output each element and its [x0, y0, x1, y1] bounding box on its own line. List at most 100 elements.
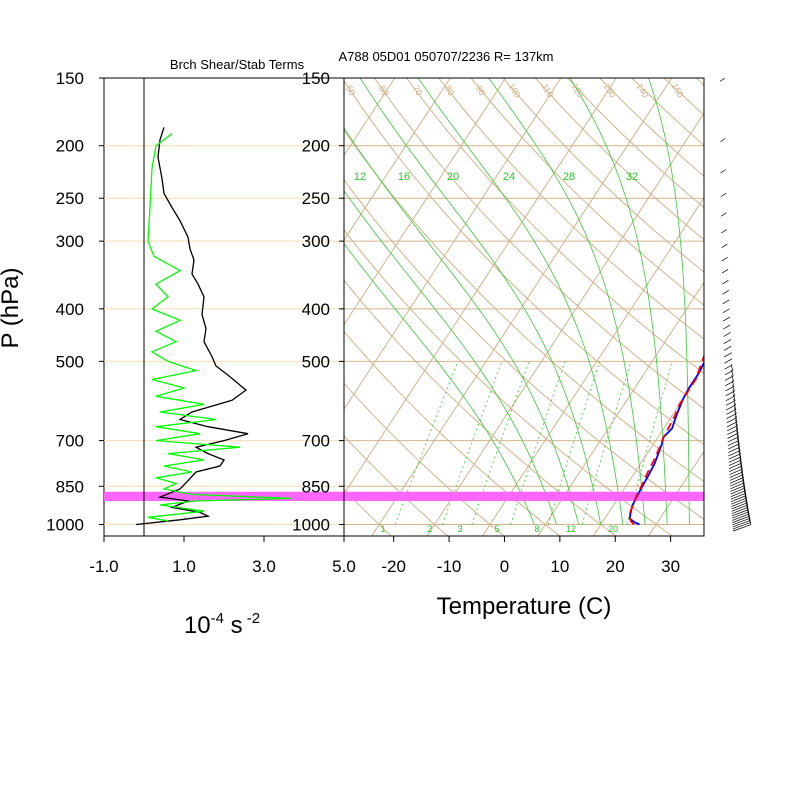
right-y-tick-label: 300 — [302, 232, 330, 251]
y-axis-label: P (hPa) — [0, 268, 24, 349]
isotherm — [703, 535, 704, 536]
wind-barb — [728, 459, 742, 466]
wind-barb — [727, 443, 740, 450]
wind-barb — [722, 316, 731, 322]
wind-barb-flag — [738, 450, 742, 458]
wind-barb — [730, 495, 747, 503]
wind-barb — [731, 507, 749, 514]
mixing-ratio-label: 3 — [457, 524, 462, 534]
wind-barb — [729, 468, 743, 475]
wind-barb — [728, 446, 740, 453]
right-panel-border — [343, 77, 705, 537]
wind-barb — [723, 345, 732, 351]
wind-barb — [731, 500, 747, 507]
isotherm — [759, 78, 800, 536]
wind-barb-flag — [734, 411, 738, 418]
wind-barb — [732, 522, 751, 530]
moist-adiabat-label: 28 — [563, 171, 575, 183]
left-panel-title: Brch Shear/Stab Terms — [170, 57, 305, 72]
wind-barb — [729, 477, 744, 484]
wind-barb — [730, 485, 745, 492]
wind-barb — [731, 509, 749, 517]
wind-barb — [730, 492, 746, 500]
wind-barb-flag — [730, 364, 734, 371]
wind-barb — [722, 308, 730, 314]
left-y-tick-label: 850 — [56, 477, 84, 496]
wind-barb — [732, 517, 750, 526]
dry-adiabat-label: 90 — [474, 84, 488, 98]
wind-barb — [726, 421, 738, 428]
mixing-ratio-label: 8 — [534, 524, 539, 534]
dry-adiabat-label: 70 — [411, 84, 425, 98]
dry-adiabat — [695, 78, 704, 86]
left-y-tick-label: 250 — [56, 189, 84, 208]
wind-barb-flag — [736, 430, 739, 437]
wind-barb-flag — [740, 462, 743, 470]
right-y-tick-label: 150 — [302, 69, 330, 88]
dry-adiabat — [344, 79, 704, 446]
wind-barb — [727, 425, 738, 432]
wind-barb-flag — [731, 375, 734, 382]
wind-barb — [725, 385, 735, 392]
wind-barb — [726, 413, 737, 419]
wind-barb — [731, 502, 748, 510]
left-y-tick-label: 200 — [56, 137, 84, 156]
right-y-tick-label: 1000 — [292, 516, 330, 535]
right-y-tick-label: 700 — [302, 432, 330, 451]
mixing-ratio-line — [510, 361, 566, 525]
dry-adiabat — [438, 78, 704, 340]
right-y-tick-label: 250 — [302, 189, 330, 208]
wind-barb — [724, 352, 732, 358]
wind-barb — [729, 471, 743, 478]
mixing-ratio-label: 2 — [427, 524, 432, 534]
wind-barb — [721, 268, 729, 274]
right-series — [628, 353, 704, 526]
wind-barb-flag — [735, 423, 739, 430]
wind-barb — [727, 432, 739, 439]
wind-barb-flag — [732, 385, 735, 392]
wind-barb-flag — [738, 447, 741, 454]
dry-adiabat — [502, 78, 704, 273]
left-series-line-1 — [147, 133, 293, 522]
wind-barb — [730, 490, 746, 497]
dry-adiabat-label: 80 — [443, 84, 457, 98]
right-x-tick-label: 0 — [500, 557, 509, 576]
wind-barb — [727, 440, 740, 446]
left-y-tick-label: 400 — [56, 300, 84, 319]
moist-adiabat — [417, 78, 624, 525]
wind-barb — [726, 409, 737, 415]
right-y-tick-label: 500 — [302, 352, 330, 371]
wind-barb-flag — [741, 474, 745, 481]
wind-barbs — [720, 77, 752, 532]
wind-barb-flag — [731, 380, 735, 387]
shear-stability-panel: 150 200 250 300 400 500 700 850 1000 -1.0 1.0 3.0 5… — [0, 57, 356, 639]
wind-barb — [728, 450, 741, 457]
dry-adiabat-label: 60 — [377, 84, 391, 98]
left-series — [135, 127, 293, 526]
wind-barb-flag — [733, 403, 737, 410]
moist-adiabat-label: 32 — [626, 171, 638, 183]
moist-adiabat-label: 12 — [354, 171, 366, 183]
mixing-ratio-label: 1 — [380, 524, 385, 534]
wind-barb-flag — [732, 389, 736, 397]
wind-barb-flag — [740, 468, 744, 475]
dry-adiabat — [470, 78, 704, 306]
left-y-tick-label: 150 — [56, 69, 84, 88]
wind-barb-flag — [736, 437, 740, 444]
wind-barb-flag — [744, 496, 748, 503]
wind-barb — [720, 77, 726, 82]
right-x-tick-labels: -20 -10 0 10 20 30 — [381, 536, 680, 576]
mixing-ratio-label: 5 — [494, 524, 499, 534]
wind-barb — [729, 474, 744, 481]
right-x-tick-label: 30 — [661, 557, 680, 576]
wind-barb-flag — [739, 456, 742, 464]
moist-adiabat — [569, 78, 668, 525]
moist-adiabat — [344, 190, 557, 525]
left-x-tick-label: 1.0 — [172, 557, 196, 576]
wind-barb — [729, 465, 743, 473]
wind-barb — [725, 400, 736, 406]
left-x-tick-label: 3.0 — [252, 557, 276, 576]
wind-barb — [723, 332, 731, 337]
